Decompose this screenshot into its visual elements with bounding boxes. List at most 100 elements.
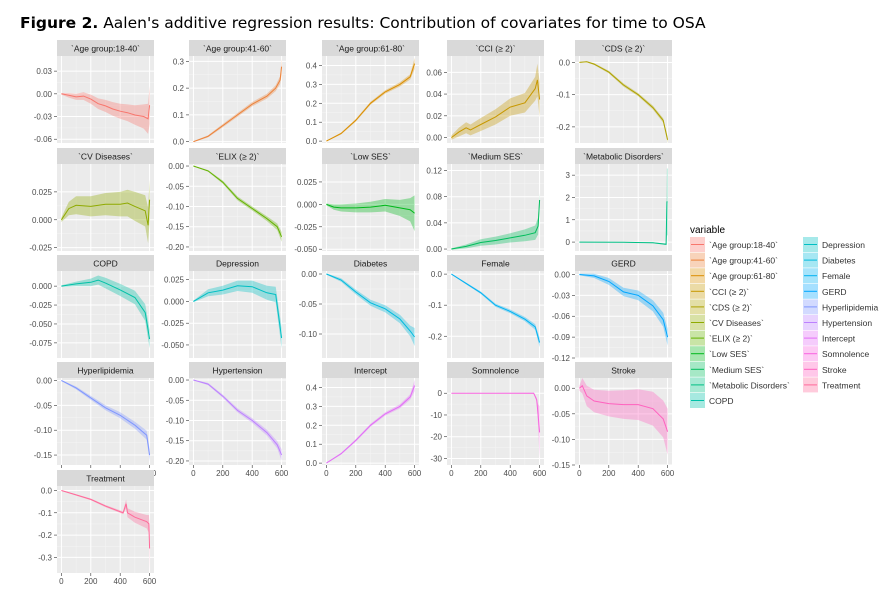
facet-panel: Diabetes 0.00 -0.05 -0.10 xyxy=(299,255,419,358)
facet-strip xyxy=(575,362,672,378)
facet-label: COPD xyxy=(93,259,118,269)
facet-label: GERD xyxy=(611,259,636,269)
facet-panel: Treatment 0.0 -0.1 -0.2 -0.3 0 200 400 600 xyxy=(38,470,157,586)
y-tick-label: 0.025 xyxy=(297,178,318,187)
y-tick-label: 0.2 xyxy=(306,99,318,108)
legend-item: Somnolence xyxy=(803,346,870,362)
facet-strip xyxy=(322,40,419,56)
x-tick-label: 200 xyxy=(84,577,98,586)
x-tick-label: 600 xyxy=(275,469,289,478)
facet-panel: `Age group:41-60` 0.3 0.2 0.1 0.0 xyxy=(173,40,286,147)
y-tick-label: -0.025 xyxy=(29,244,52,253)
legend-label: Stroke xyxy=(822,365,847,375)
y-tick-label: -0.03 xyxy=(552,291,571,300)
facet-strip xyxy=(322,362,419,378)
x-tick-label: 600 xyxy=(661,469,675,478)
facet-panel: `Metabolic Disorders` 3 2 1 0 xyxy=(566,148,672,251)
y-tick-label: -0.20 xyxy=(166,457,185,466)
y-tick-label: 0.06 xyxy=(426,68,442,77)
y-tick-label: 0.00 xyxy=(554,384,570,393)
legend-item: Stroke xyxy=(803,361,847,377)
estimate-line xyxy=(326,385,416,464)
facet-label: Somnolence xyxy=(472,366,520,376)
facet-label: Depression xyxy=(216,259,259,269)
facet-label: `Age group:61-80` xyxy=(336,44,405,54)
figure-title: Figure 2. Aalen's additive regression re… xyxy=(20,14,706,32)
y-tick-label: 0.4 xyxy=(306,383,318,392)
legend-label: GERD xyxy=(822,287,847,297)
y-tick-label: 0.0 xyxy=(306,459,318,468)
estimate-line xyxy=(61,490,151,549)
y-tick-label: -0.05 xyxy=(552,410,571,419)
y-tick-label: 0.0 xyxy=(559,58,571,67)
legend-label: Diabetes xyxy=(822,256,856,266)
facet-panel: Somnolence 0 -10 -20 -30 0 200 400 600 xyxy=(430,362,547,478)
y-tick-label: -0.15 xyxy=(166,437,185,446)
legend-title: variable xyxy=(690,225,725,236)
confidence-ribbon xyxy=(61,380,150,461)
legend-item: `Medium SES` xyxy=(690,361,764,377)
estimate-line xyxy=(193,379,283,456)
y-tick-label: 0.1 xyxy=(306,440,318,449)
x-tick-label: 0 xyxy=(59,577,64,586)
x-tick-label: 200 xyxy=(602,469,616,478)
y-tick-label: 0.2 xyxy=(173,84,185,93)
facet-label: Hypertension xyxy=(212,366,262,376)
y-tick-label: 0 xyxy=(566,238,571,247)
y-tick-label: 0.000 xyxy=(297,200,318,209)
facet-panel: Female 0.0 -0.1 -0.2 xyxy=(428,255,544,358)
estimate-line xyxy=(193,165,283,237)
facet-label: `Metabolic Disorders` xyxy=(583,152,664,162)
y-tick-label: -0.06 xyxy=(34,135,53,144)
facet-panel: `Age group:18-40` 0.03 0.00 -0.03 -0.06 xyxy=(34,40,154,144)
facet-panel: `CDS (≥ 2)` 0.0 -0.1 -0.2 xyxy=(556,40,672,144)
y-tick-label: 0.3 xyxy=(306,80,318,89)
confidence-ribbon xyxy=(193,280,282,349)
y-tick-label: -0.09 xyxy=(552,333,571,342)
legend-label: `Age group:41-60` xyxy=(709,256,778,266)
x-tick-label: 200 xyxy=(349,469,363,478)
y-tick-label: 0.00 xyxy=(426,134,442,143)
legend-item: `Metabolic Disorders` xyxy=(690,377,790,393)
facet-label: Treatment xyxy=(86,474,125,484)
estimate-line xyxy=(60,199,151,226)
y-tick-label: -20 xyxy=(430,433,442,442)
y-tick-label: -0.2 xyxy=(556,123,570,132)
legend-item: `CCI (≥ 2)` xyxy=(690,283,749,299)
facet-strip xyxy=(447,362,544,378)
y-tick-label: -0.050 xyxy=(161,341,184,350)
facet-label: Female xyxy=(481,259,510,269)
y-tick-label: 0.3 xyxy=(173,57,185,66)
y-tick-label: -0.06 xyxy=(552,312,571,321)
estimate-line xyxy=(326,273,416,338)
y-tick-label: 3 xyxy=(566,171,571,180)
x-tick-label: 200 xyxy=(216,469,230,478)
confidence-ribbon xyxy=(61,86,150,134)
y-tick-label: 0.12 xyxy=(426,167,442,176)
y-tick-label: -0.05 xyxy=(166,182,185,191)
facet-label: `CDS (≥ 2)` xyxy=(602,44,646,54)
legend-item: Hyperlipidemia xyxy=(803,299,878,315)
y-tick-label: 0.2 xyxy=(306,421,318,430)
x-tick-label: 0 xyxy=(191,469,196,478)
legend-label: `ELIX (≥ 2)` xyxy=(709,334,753,344)
y-tick-label: 0.000 xyxy=(164,297,185,306)
facet-panel: Hypertension 0.00 -0.05 -0.10 -0.15 -0.20 0 200… xyxy=(166,362,289,478)
y-tick-label: -0.1 xyxy=(38,509,52,518)
y-tick-label: -0.1 xyxy=(428,301,442,310)
estimate-line xyxy=(579,274,669,338)
x-tick-label: 600 xyxy=(143,577,157,586)
y-tick-label: -0.025 xyxy=(29,301,52,310)
y-tick-label: 1 xyxy=(566,216,571,225)
legend-label: `Age group:18-40` xyxy=(709,240,778,250)
y-tick-label: -0.10 xyxy=(166,416,185,425)
x-tick-label: 600 xyxy=(533,469,547,478)
estimate-line xyxy=(451,199,541,250)
legend-label: Somnolence xyxy=(822,349,870,359)
legend-item: Depression xyxy=(803,237,865,252)
legend-item: `Age group:41-60` xyxy=(690,252,778,268)
estimate-line xyxy=(579,201,668,245)
legend-label: `Low SES` xyxy=(709,349,750,359)
legend-label: `CDS (≥ 2)` xyxy=(709,302,753,312)
